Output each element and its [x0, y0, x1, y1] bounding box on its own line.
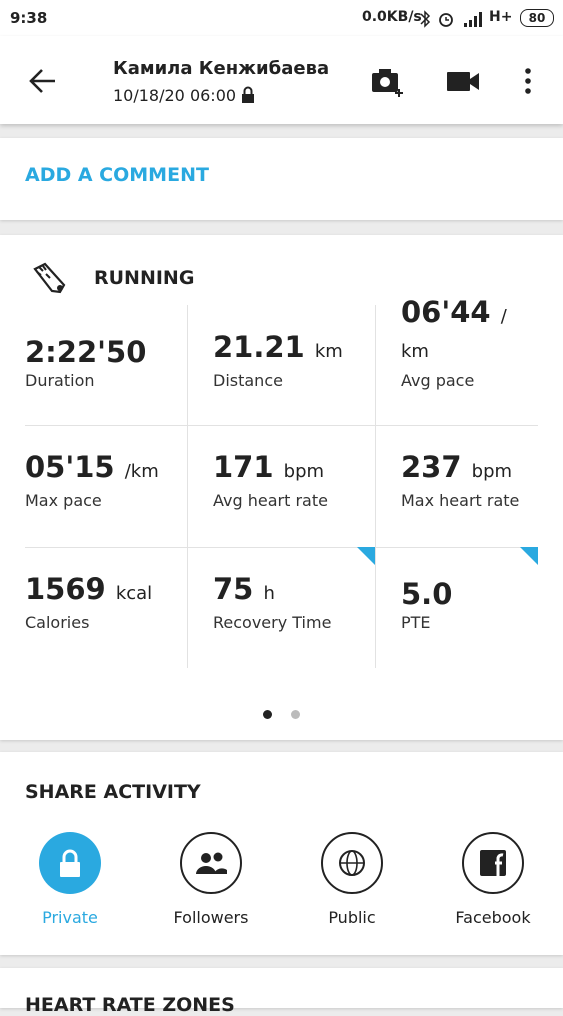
grid-divider — [25, 425, 538, 426]
activity-type: RUNNING — [94, 267, 195, 289]
stat-value: 1569 kcal — [25, 574, 185, 609]
stat-cell: 06'44 / km Avg pace — [401, 297, 526, 391]
stat-unit: bpm — [471, 461, 513, 482]
page-dot-active[interactable] — [263, 710, 272, 719]
share-option-label: Private — [42, 908, 98, 927]
activity-datetime: 10/18/20 06:00 — [113, 86, 237, 105]
stat-label: Avg pace — [401, 371, 475, 390]
status-icons — [420, 10, 482, 28]
stat-cell: 237 bpm Max heart rate — [401, 425, 526, 511]
lock-icon — [242, 86, 254, 103]
public-icon[interactable] — [321, 832, 383, 894]
stat-number: 2:22'50 — [25, 335, 147, 369]
stat-number: 5.0 — [401, 577, 453, 611]
stat-unit: /km — [124, 461, 159, 482]
stat-unit: km — [314, 341, 343, 362]
share-title: SHARE ACTIVITY — [25, 781, 201, 803]
share-icons — [39, 832, 524, 894]
stat-unit: kcal — [115, 583, 153, 604]
stat-cell: 5.0 PTE — [401, 547, 526, 633]
stat-cell: 21.21 km Distance — [213, 305, 373, 391]
facebook-icon[interactable] — [462, 832, 524, 894]
app-header: Камила Кенжибаева 10/18/20 06:00 — [0, 36, 563, 124]
share-option-label: Facebook — [455, 908, 531, 927]
stat-number: 1569 — [25, 572, 106, 606]
stat-cell: 2:22'50 Duration — [25, 305, 185, 391]
share-option-label: Followers — [173, 908, 249, 927]
stat-label: Duration — [25, 371, 95, 390]
info-corner — [520, 547, 538, 565]
share-option-label: Public — [328, 908, 376, 927]
stat-number: 75 — [213, 572, 254, 606]
stat-label: Avg heart rate — [213, 491, 328, 510]
stat-cell: 1569 kcal Calories — [25, 547, 185, 633]
more-options-button[interactable] — [520, 66, 536, 96]
stat-number: 06'44 — [401, 295, 491, 329]
stat-value: 06'44 / km — [401, 297, 526, 367]
followers-icon[interactable] — [180, 832, 242, 894]
stat-value: 2:22'50 — [25, 337, 185, 367]
info-corner — [357, 547, 375, 565]
user-name: Камила Кенжибаева — [113, 58, 330, 79]
stat-number: 21.21 — [213, 330, 305, 364]
stat-label: Distance — [213, 371, 283, 390]
stat-label: PTE — [401, 613, 431, 632]
stat-value: 05'15 /km — [25, 452, 185, 487]
grid-divider — [187, 305, 188, 668]
grid-divider — [25, 547, 538, 548]
stat-cell: 05'15 /km Max pace — [25, 425, 185, 511]
stat-value: 5.0 — [401, 579, 526, 609]
stat-number: 05'15 — [25, 450, 115, 484]
stat-label: Calories — [25, 613, 90, 632]
stat-unit: h — [263, 583, 275, 604]
stat-label: Max pace — [25, 491, 102, 510]
time: 9:38 — [10, 9, 48, 27]
add-comment-button[interactable]: ADD A COMMENT — [25, 164, 209, 186]
section-title: HEART RATE ZONES — [25, 994, 235, 1016]
stat-cell: 75 h Recovery Time — [213, 547, 373, 633]
running-shoe-icon — [33, 262, 66, 294]
stat-label: Max heart rate — [401, 491, 520, 510]
network-speed: 0.0KB/s — [362, 9, 422, 25]
stat-value: 171 bpm — [213, 452, 373, 487]
carrier: H+ — [489, 9, 513, 25]
stat-number: 171 — [213, 450, 274, 484]
stat-cell: 171 bpm Avg heart rate — [213, 425, 373, 511]
stat-value: 75 h — [213, 574, 373, 609]
stat-value: 237 bpm — [401, 452, 526, 487]
battery: 80 — [520, 9, 554, 27]
stat-unit: / km — [401, 306, 507, 362]
grid-divider — [375, 305, 376, 668]
stat-number: 237 — [401, 450, 462, 484]
back-button[interactable] — [28, 66, 58, 96]
page-dot[interactable] — [291, 710, 300, 719]
add-video-button[interactable] — [446, 70, 482, 94]
stat-label: Recovery Time — [213, 613, 332, 632]
activity-card: RUNNING 2:22'50 Duration 21.21 km Distance 0… — [0, 235, 563, 740]
comment-card: ADD A COMMENT — [0, 138, 563, 220]
add-photo-button[interactable] — [370, 66, 406, 98]
next-card: HEART RATE ZONES — [0, 968, 563, 1016]
status-bar: 9:38 0.0KB/s H+ 80 — [0, 0, 563, 36]
stat-unit: bpm — [283, 461, 325, 482]
private-icon[interactable] — [39, 832, 101, 894]
stat-value: 21.21 km — [213, 332, 373, 367]
